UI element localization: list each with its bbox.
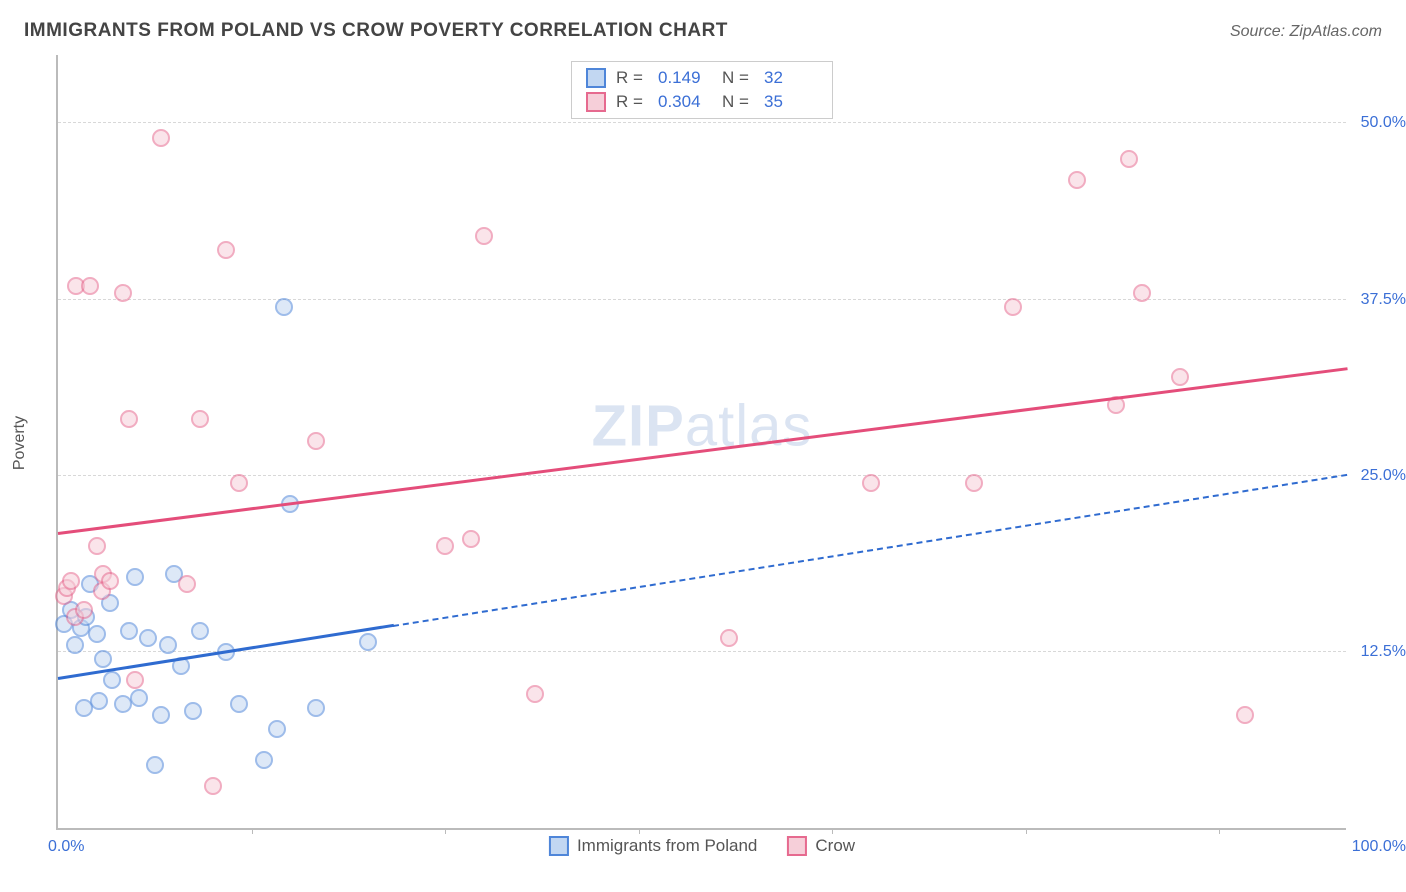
data-point-poland [126,568,144,586]
x-tick [1026,828,1027,834]
data-point-crow [217,241,235,259]
data-point-crow [152,129,170,147]
data-point-crow [526,685,544,703]
data-point-crow [191,410,209,428]
gridline [58,122,1346,123]
legend-n-value: 32 [764,68,818,88]
data-point-poland [152,706,170,724]
data-point-crow [307,432,325,450]
source-attribution: Source: ZipAtlas.com [1230,23,1382,41]
trend-line [58,367,1348,535]
data-point-poland [191,622,209,640]
data-point-poland [130,689,148,707]
source-name: ZipAtlas.com [1290,23,1382,40]
gridline [58,299,1346,300]
plot-area: ZIPatlas R =0.149N =32R =0.304N =35 0.0%… [56,55,1346,830]
data-point-crow [1068,171,1086,189]
chart-container: Poverty ZIPatlas R =0.149N =32R =0.304N … [56,55,1346,830]
data-point-poland [120,622,138,640]
data-point-crow [204,777,222,795]
data-point-poland [94,650,112,668]
data-point-crow [1171,368,1189,386]
legend-swatch [787,836,807,856]
legend-n-label: N = [722,68,754,88]
gridline [58,475,1346,476]
x-tick [832,828,833,834]
data-point-poland [230,695,248,713]
x-tick [445,828,446,834]
source-prefix: Source: [1230,23,1290,40]
data-point-poland [359,633,377,651]
data-point-crow [862,474,880,492]
legend-swatch [586,68,606,88]
data-point-crow [462,530,480,548]
legend-n-value: 35 [764,92,818,112]
legend-row-crow: R = 0.304 N = 35 [586,90,818,114]
data-point-poland [114,695,132,713]
chart-title: IMMIGRANTS FROM POLAND VS CROW POVERTY C… [24,20,728,42]
y-tick-label: 25.0% [1351,467,1406,485]
data-point-crow [126,671,144,689]
data-point-crow [230,474,248,492]
legend-n-label: N = [722,92,754,112]
data-point-crow [178,575,196,593]
data-point-poland [268,720,286,738]
x-axis-max-label: 100.0% [1352,838,1406,856]
series-name: Immigrants from Poland [577,836,757,856]
legend-row-poland: R = 0.149 N = 32 [586,66,818,90]
data-point-poland [66,636,84,654]
series-legend-item-crow: Crow [787,836,855,856]
x-tick [1219,828,1220,834]
series-legend-item-poland: Immigrants from Poland [549,836,757,856]
y-tick-label: 50.0% [1351,114,1406,132]
data-point-crow [1120,150,1138,168]
data-point-poland [275,298,293,316]
data-point-crow [75,601,93,619]
data-point-poland [255,751,273,769]
data-point-crow [62,572,80,590]
data-point-crow [965,474,983,492]
data-point-crow [1133,284,1151,302]
data-point-crow [436,537,454,555]
data-point-poland [184,702,202,720]
x-axis-min-label: 0.0% [48,838,84,856]
data-point-crow [1004,298,1022,316]
data-point-poland [90,692,108,710]
data-point-crow [475,227,493,245]
data-point-poland [146,756,164,774]
trend-line [393,474,1348,627]
legend-r-label: R = [616,68,648,88]
x-tick [639,828,640,834]
watermark-bold: ZIP [592,394,685,459]
legend-r-value: 0.304 [658,92,712,112]
data-point-crow [88,537,106,555]
data-point-crow [1236,706,1254,724]
gridline [58,651,1346,652]
y-tick-label: 12.5% [1351,643,1406,661]
correlation-legend: R = 0.149 N = 32 R = 0.304 N = 35 [571,61,833,119]
data-point-poland [307,699,325,717]
data-point-crow [114,284,132,302]
data-point-poland [88,625,106,643]
y-tick-label: 37.5% [1351,291,1406,309]
data-point-poland [139,629,157,647]
data-point-poland [159,636,177,654]
data-point-crow [720,629,738,647]
x-tick [252,828,253,834]
data-point-crow [101,572,119,590]
legend-swatch [549,836,569,856]
legend-r-value: 0.149 [658,68,712,88]
legend-swatch [586,92,606,112]
legend-r-label: R = [616,92,648,112]
data-point-crow [81,277,99,295]
data-point-poland [103,671,121,689]
series-legend: Immigrants from Poland Crow [549,836,855,856]
series-name: Crow [815,836,855,856]
y-axis-label: Poverty [11,415,29,469]
data-point-crow [120,410,138,428]
